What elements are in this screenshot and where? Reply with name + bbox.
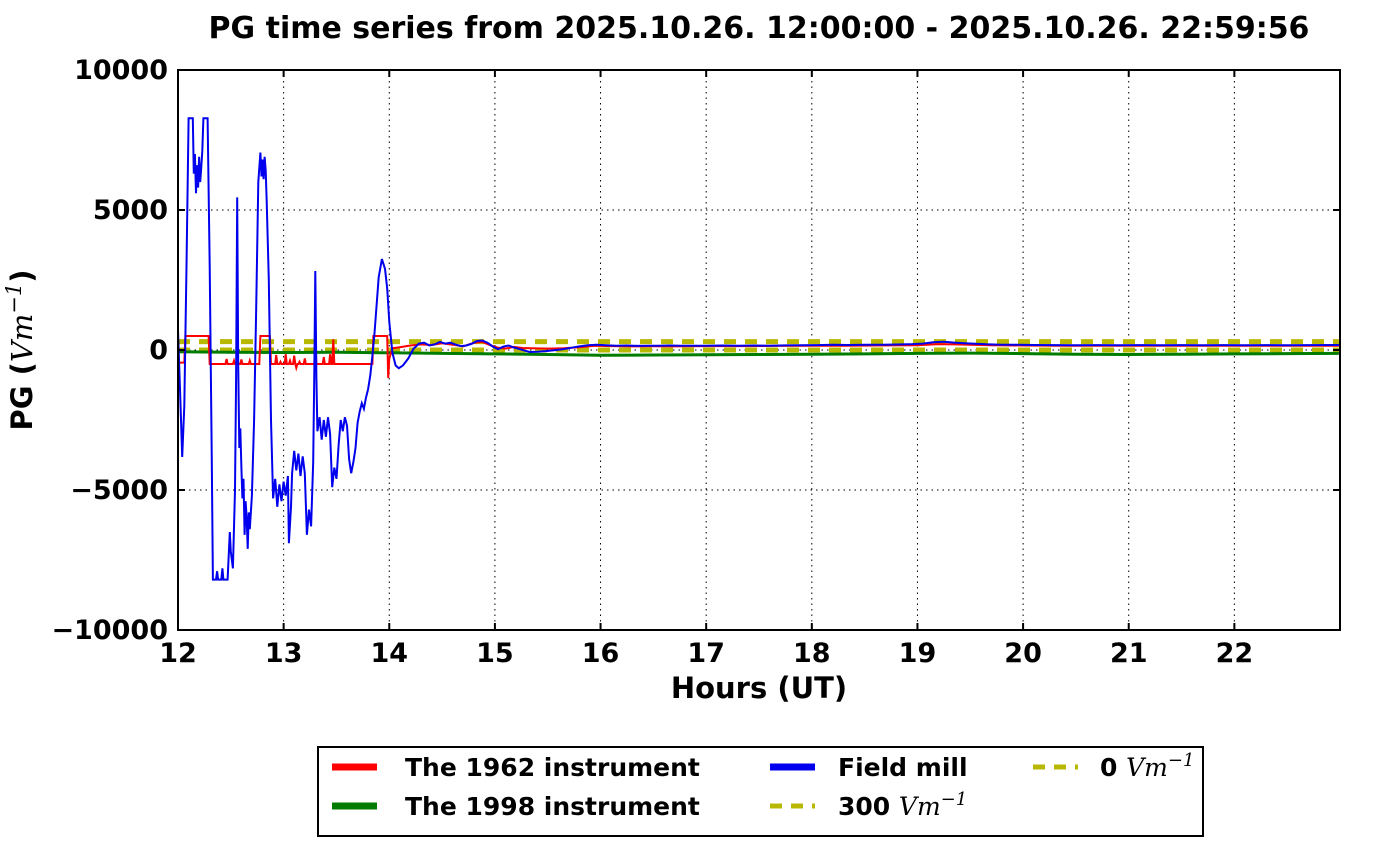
x-tick-label: 16 [582, 638, 620, 669]
legend-label-field-mill: Field mill [838, 753, 968, 782]
x-tick-label: 20 [1004, 638, 1042, 669]
legend-label-threshold-0: 0 Vm−1 [1100, 750, 1194, 782]
y-tick-label: 5000 [93, 195, 168, 226]
x-tick-label: 14 [370, 638, 408, 669]
x-tick-label: 17 [687, 638, 725, 669]
data-series [177, 117, 1339, 581]
x-tick-label: 19 [899, 638, 937, 669]
legend-label-instrument-1962: The 1962 instrument [405, 753, 700, 782]
series-instrument-1998-line [177, 350, 1339, 357]
legend: The 1962 instrument The 1998 instrument Fi… [317, 746, 1204, 837]
x-tick-label: 15 [476, 638, 514, 669]
x-tick-label: 18 [793, 638, 831, 669]
y-tick-label: 10000 [74, 55, 168, 86]
x-tick-label: 12 [159, 638, 197, 669]
x-tick-label: 21 [1110, 638, 1148, 669]
series-field-mill-line [177, 117, 1339, 581]
legend-label-instrument-1998: The 1998 instrument [405, 792, 700, 821]
x-tick-label: 13 [265, 638, 303, 669]
legend-box [317, 746, 1204, 837]
y-tick-label: 0 [149, 335, 168, 366]
legend-label-threshold-300: 300 Vm−1 [838, 789, 967, 821]
x-axis-label: Hours (UT) [671, 671, 847, 705]
y-tick-label: −10000 [51, 615, 168, 646]
tick-labels: 12 13 14 15 16 17 18 19 20 21 22 −10000 −5000 0 5000 10… [51, 55, 1253, 669]
y-axis-label: PG (Vm−1) [2, 269, 39, 430]
chart-title: PG time series from 2025.10.26. 12:00:00… [209, 11, 1310, 46]
y-tick-label: −5000 [70, 475, 168, 506]
axes-frame [177, 69, 1341, 631]
x-tick-label: 22 [1216, 638, 1254, 669]
